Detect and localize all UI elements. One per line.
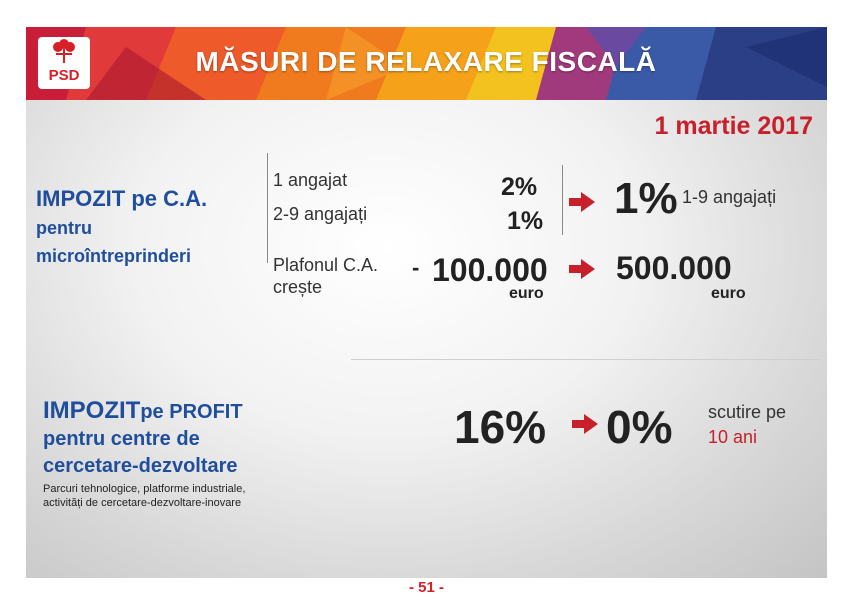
new-rate: 1% xyxy=(614,174,678,223)
new-limit: 500.000 xyxy=(616,250,732,286)
page-number: - 51 - xyxy=(408,579,444,596)
arrow-right-icon xyxy=(569,192,595,212)
new-rate-label: 1-9 angajați xyxy=(682,187,777,207)
section2-title-line3: cercetare-dezvoltare xyxy=(43,455,238,477)
section1-title-line1: IMPOZIT pe C.A. xyxy=(36,186,208,211)
section2-title-part2: pe PROFIT xyxy=(140,401,243,423)
rose-icon xyxy=(53,39,75,63)
divider-right xyxy=(562,165,563,235)
exempt-line1: scutire pe xyxy=(708,402,787,422)
arrow-right-icon xyxy=(569,259,595,279)
psd-logo: PSD xyxy=(38,37,90,89)
dash-separator: - xyxy=(412,255,420,280)
plafon-label-line2: crește xyxy=(273,277,323,297)
arrow-right-icon xyxy=(572,414,598,434)
new-limit-unit: euro xyxy=(711,285,746,302)
logo-text: PSD xyxy=(48,67,80,84)
header-banner: PSD MĂSURI DE RELAXARE FISCALĂ xyxy=(26,27,827,100)
old-limit-unit: euro xyxy=(509,285,544,302)
section2-note-line1: Parcuri tehnologice, platforme industria… xyxy=(43,483,246,495)
slide-title: MĂSURI DE RELAXARE FISCALĂ xyxy=(195,46,657,77)
section1-title-line2: pentru xyxy=(36,218,92,238)
effective-date: 1 martie 2017 xyxy=(654,112,813,140)
section1-title-line3: microîntreprinderi xyxy=(36,246,192,266)
profit-old-rate: 16% xyxy=(454,401,547,453)
section2-title-line2: pentru centre de xyxy=(43,428,200,450)
section2-note-line2: activități de cercetare-dezvoltare-inova… xyxy=(43,497,242,509)
banner-polygons xyxy=(26,27,827,100)
profit-new-rate: 0% xyxy=(606,401,673,453)
row2-value: 1% xyxy=(507,207,544,235)
exempt-line2: 10 ani xyxy=(708,427,758,447)
row2-label: 2-9 angajați xyxy=(273,204,368,224)
old-limit: 100.000 xyxy=(432,252,548,288)
divider-left xyxy=(267,153,268,263)
section-divider xyxy=(351,359,821,360)
section2-title-line1: IMPOZITpe PROFIT xyxy=(43,397,243,425)
row1-value: 2% xyxy=(501,173,538,201)
plafon-label-line1: Plafonul C.A. xyxy=(273,255,379,275)
slide: PSD MĂSURI DE RELAXARE FISCALĂ 1 martie … xyxy=(26,27,827,578)
row1-label: 1 angajat xyxy=(273,170,348,190)
section2-title-part1: IMPOZIT xyxy=(43,397,141,424)
